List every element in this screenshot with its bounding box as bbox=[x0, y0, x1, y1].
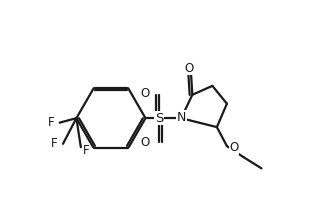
Text: F: F bbox=[51, 137, 57, 150]
Text: O: O bbox=[229, 141, 238, 154]
Text: N: N bbox=[177, 111, 186, 124]
Text: O: O bbox=[184, 62, 193, 74]
Text: F: F bbox=[83, 144, 90, 157]
Text: S: S bbox=[155, 112, 163, 125]
Text: O: O bbox=[141, 136, 150, 149]
Text: F: F bbox=[47, 116, 54, 129]
Text: O: O bbox=[141, 87, 150, 100]
